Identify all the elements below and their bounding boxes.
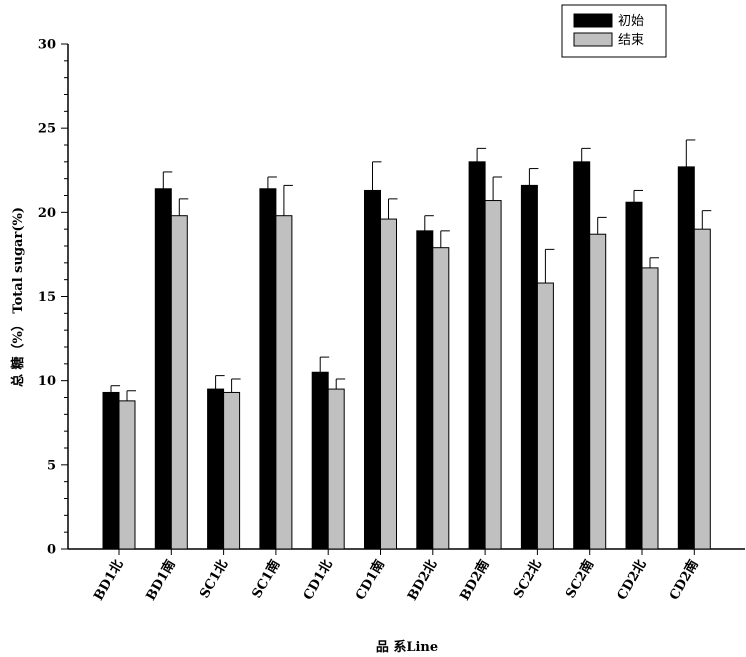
legend-label: 结束 (618, 33, 644, 48)
x-tick-label: BD1南 (143, 557, 179, 603)
bar-initial (468, 161, 486, 550)
bar-end (641, 267, 659, 550)
x-tick-label: CD1南 (352, 557, 388, 603)
bar-initial (311, 371, 329, 550)
bar-initial (625, 201, 643, 550)
bar-initial (102, 391, 120, 550)
bar-end (118, 400, 136, 550)
bar-end (380, 218, 397, 550)
bar-end (589, 233, 607, 550)
bar-initial (416, 230, 434, 550)
bar-end (170, 215, 188, 550)
bar-initial (154, 188, 172, 550)
bar-initial (520, 184, 538, 550)
x-tick-label: SC2北 (511, 558, 545, 602)
y-axis: 0 5 10 15 20 25 30 (38, 38, 69, 558)
legend-label: 初始 (618, 14, 644, 29)
x-tick-label: SC1南 (249, 557, 284, 601)
bar-initial (259, 188, 277, 550)
x-tick-label: CD2南 (666, 557, 702, 603)
x-tick-label: BD2南 (457, 557, 493, 603)
x-tick-label: BD1北 (91, 558, 126, 604)
bar-initial (677, 166, 695, 550)
bar-initial (207, 388, 225, 550)
y-tick-label: 10 (38, 374, 56, 389)
bar-end (432, 247, 450, 550)
y-axis-title: 总 糖（%） Total sugar(%) (10, 207, 26, 387)
bar-end (536, 282, 554, 550)
y-tick-label: 30 (38, 38, 56, 53)
y-tick-label: 25 (38, 122, 56, 137)
y-tick-label: 0 (47, 543, 56, 558)
bar-end (223, 391, 241, 550)
bar-end (275, 215, 293, 550)
x-tick-label: BD2北 (405, 558, 440, 604)
legend-box (561, 4, 667, 58)
y-tick-label: 5 (47, 458, 56, 473)
bars-layer (102, 139, 712, 550)
x-axis: BD1北 BD1南 SC1北 SC1南 CD1北 CD1南 BD2北 BD2南 SC2北 SC2南… (68, 548, 745, 604)
x-axis-title: 品 系Line (376, 639, 438, 655)
x-tick-label: CD2北 (615, 558, 650, 603)
y-tick-label: 15 (38, 290, 56, 305)
x-tick-label: CD1北 (301, 558, 336, 603)
y-tick-label: 20 (38, 206, 56, 221)
bar-initial (573, 161, 591, 550)
bar-end (327, 388, 345, 550)
bar-initial (364, 189, 381, 550)
x-tick-label: SC1北 (197, 558, 231, 602)
bar-end (484, 200, 502, 550)
legend-swatch (573, 32, 613, 47)
x-tick-label: SC2南 (562, 557, 597, 601)
legend-swatch (573, 13, 613, 28)
bar-end (693, 228, 711, 550)
